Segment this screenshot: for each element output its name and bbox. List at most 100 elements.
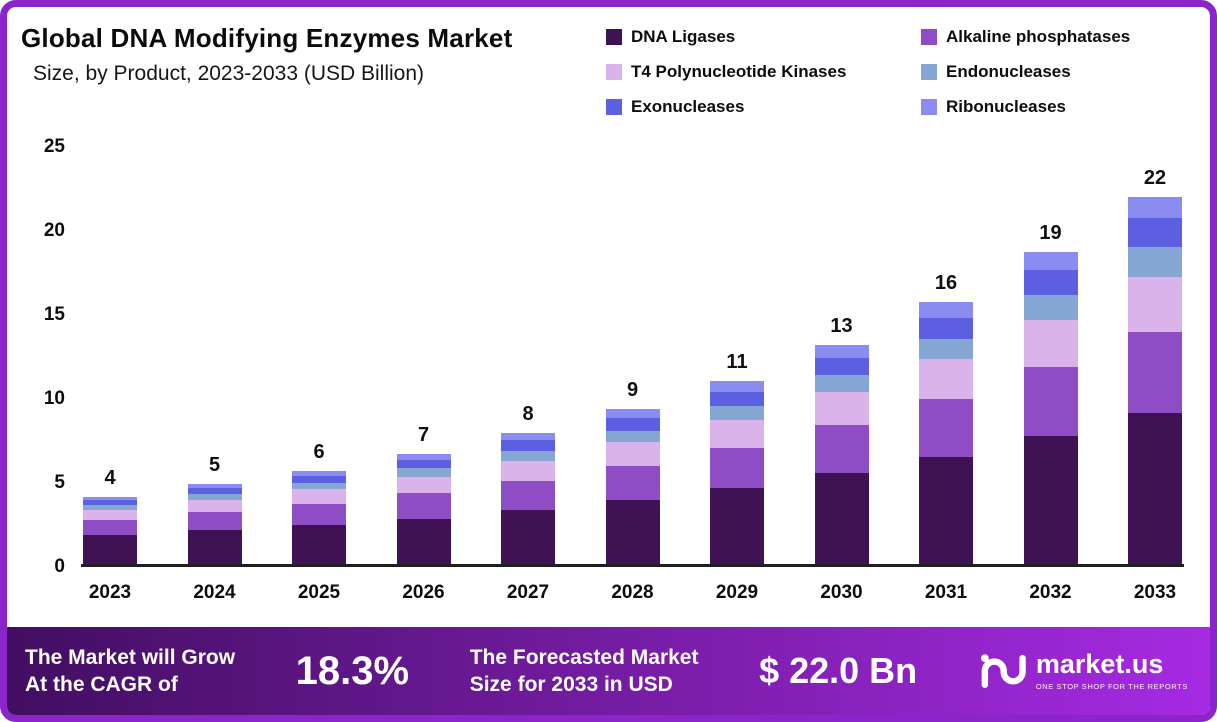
chart-subtitle: Size, by Product, 2023-2033 (USD Billion…	[33, 62, 425, 85]
bar-segment	[187, 484, 242, 489]
cagr-banner: The Market will Grow At the CAGR of 18.3…	[7, 627, 1210, 715]
bar-segment	[814, 344, 869, 359]
x-axis-label: 2023	[88, 582, 132, 603]
bar-total-label: 8	[522, 402, 534, 425]
bar-segment	[605, 442, 660, 466]
bar-segment	[83, 496, 137, 501]
bar-2033: 22	[1128, 144, 1182, 564]
bars-container: 4 5 6 7 8 9 11 13 16 19 22	[81, 147, 1184, 567]
bar-chart: 25 20 15 10 5 0 4 5 6 7 8 9 11 13 16 19 22 2023 2024 2025…	[7, 121, 1210, 604]
y-axis-tick: 0	[54, 556, 65, 577]
bar-segment	[501, 432, 555, 441]
legend-swatch	[921, 64, 937, 80]
bar-segment	[1023, 320, 1078, 368]
bar-segment	[396, 453, 451, 460]
bar-total-label: 4	[104, 466, 116, 489]
bar-segment	[187, 511, 242, 531]
plot-area: 4 5 6 7 8 9 11 13 16 19 22 2023 2024 2025 2026 2027 202…	[81, 147, 1184, 604]
legend-label: Endonucleases	[946, 62, 1071, 81]
legend-label: Exonucleases	[631, 97, 745, 116]
bar-segment	[814, 391, 869, 425]
bar-total-label: 16	[934, 271, 958, 294]
bar-segment	[919, 338, 973, 359]
legend-item: T4 Polynucleotide Kinases	[606, 62, 921, 82]
bar-segment	[187, 500, 242, 512]
y-axis-tick: 15	[43, 304, 65, 325]
bar-segment	[396, 518, 451, 564]
banner-mid-line1: The Forecasted Market	[469, 645, 699, 669]
bar-segment	[1128, 246, 1182, 277]
bar-segment	[83, 510, 137, 521]
banner-mid-text: The Forecasted Market Size for 2033 in U…	[470, 644, 699, 699]
bar-segment	[710, 448, 764, 489]
legend-label: T4 Polynucleotide Kinases	[631, 62, 847, 81]
x-axis-label: 2027	[506, 582, 550, 603]
bar-segment	[396, 459, 451, 469]
bar-2024: 5	[187, 144, 242, 564]
bar-segment	[1023, 436, 1078, 564]
bar-segment	[814, 375, 869, 392]
bar-segment	[710, 488, 764, 564]
legend-item: Endonucleases	[921, 62, 1186, 82]
y-axis-tick: 10	[43, 388, 65, 409]
legend-swatch	[921, 29, 937, 45]
brand-tagline: ONE STOP SHOP FOR THE REPORTS	[1035, 682, 1188, 691]
bar-segment	[292, 489, 346, 504]
bar-segment	[83, 535, 137, 564]
bar-total-label: 22	[1143, 167, 1167, 190]
bar-segment	[501, 450, 555, 461]
brand-name: market.us	[1035, 649, 1164, 679]
bar-total-label: 19	[1039, 221, 1062, 244]
bar-segment	[501, 440, 555, 451]
x-axis-label: 2028	[611, 582, 654, 603]
bar-segment	[187, 494, 242, 501]
bar-2032: 19	[1023, 144, 1078, 564]
brand-text: market.us ONE STOP SHOP FOR THE REPORTS	[1035, 649, 1188, 692]
x-axis-label: 2026	[402, 582, 445, 603]
bar-segment	[605, 465, 660, 501]
legend-item: Exonucleases	[606, 97, 921, 117]
bar-segment	[605, 408, 660, 418]
cagr-value: 18.3%	[295, 648, 410, 693]
banner-left-line2: At the CAGR of	[25, 673, 178, 696]
bar-segment	[605, 500, 660, 564]
bar-2026: 7	[396, 144, 451, 564]
bar-segment	[83, 505, 137, 511]
bar-segment	[814, 473, 869, 564]
bar-segment	[292, 482, 346, 490]
bar-segment	[919, 301, 973, 318]
bar-2030: 13	[814, 144, 869, 564]
bar-total-label: 9	[626, 378, 639, 401]
bar-total-label: 5	[208, 454, 221, 477]
y-axis-tick: 5	[54, 472, 65, 493]
bar-2027: 8	[501, 144, 555, 564]
bar-2029: 11	[710, 144, 764, 564]
x-axis-label: 2029	[715, 582, 759, 603]
bar-segment	[1023, 251, 1078, 271]
legend-label: DNA Ligases	[631, 27, 736, 46]
x-axis-label: 2032	[1029, 582, 1072, 603]
bar-segment	[1023, 295, 1078, 321]
bar-segment	[396, 493, 451, 519]
bar-segment	[292, 475, 346, 483]
x-axis: 2023 2024 2025 2026 2027 2028 2029 2030 2031 2032…	[81, 582, 1184, 604]
x-axis-label: 2025	[297, 582, 341, 603]
legend-item: DNA Ligases	[606, 27, 921, 47]
y-axis: 25 20 15 10 5 0	[15, 136, 81, 577]
bar-segment	[919, 317, 973, 339]
bar-2028: 9	[605, 144, 660, 564]
bar-segment	[919, 359, 973, 399]
bar-segment	[292, 470, 346, 476]
x-axis-label: 2031	[924, 582, 968, 603]
bar-segment	[605, 430, 660, 443]
title-block: Global DNA Modifying Enzymes Market Size…	[21, 23, 512, 86]
bar-segment	[187, 488, 242, 495]
bar-segment	[396, 476, 451, 494]
bar-segment	[1128, 276, 1182, 333]
x-axis-label: 2033	[1133, 582, 1177, 603]
bar-segment	[83, 520, 137, 536]
bar-segment	[501, 510, 555, 564]
legend-item: Alkaline phosphatases	[921, 27, 1186, 47]
bar-segment	[292, 503, 346, 526]
